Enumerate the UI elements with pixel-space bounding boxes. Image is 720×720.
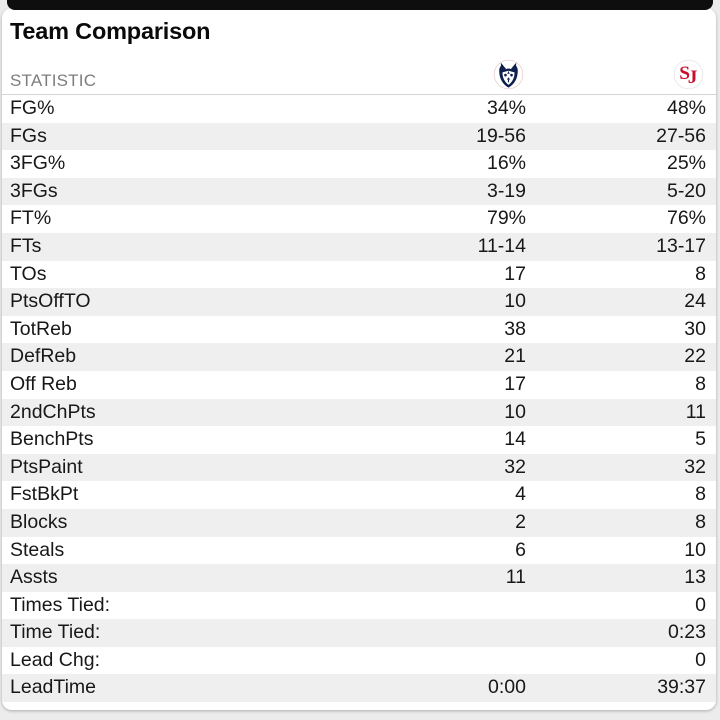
table-row: FGs 19-56 27-56 — [2, 122, 716, 151]
team2-value: 0:23 — [668, 621, 706, 644]
stat-label: Time Tied: — [10, 621, 101, 644]
team2-value: 0 — [695, 593, 706, 616]
table-row: TotReb 38 30 — [2, 316, 716, 344]
team1-value: 34% — [486, 97, 526, 119]
table-row: DefReb 21 22 — [2, 343, 716, 371]
team2-value: 11 — [685, 400, 706, 423]
stat-label: Times Tied: — [10, 593, 111, 616]
team2-value: 8 — [695, 262, 706, 285]
team2-value: 24 — [684, 290, 706, 313]
team1-value: 21 — [504, 345, 526, 368]
team2-header-cell: S J — [526, 59, 706, 90]
team1-value: 6 — [515, 538, 526, 561]
team2-value: 39:37 — [657, 676, 706, 699]
team2-value: 13-17 — [656, 234, 706, 257]
team1-value: 10 — [504, 400, 526, 423]
team2-value: 25% — [666, 152, 706, 175]
svg-text:S: S — [679, 63, 690, 84]
table-row: FG% 34% 48% — [2, 95, 716, 123]
stat-label: PtsPaint — [10, 455, 83, 478]
stat-label: Off Reb — [10, 372, 77, 395]
team1-value: 2 — [515, 510, 526, 533]
stat-label: FG% — [10, 97, 55, 119]
team1-value: 32 — [504, 455, 526, 478]
table-row: PtsOffTO 10 24 — [2, 288, 716, 316]
team1-value: 11 — [505, 566, 526, 589]
comparison-table: FG% 34% 48% FGs 19-56 27-56 3FG% 16% 25%… — [2, 95, 716, 703]
table-row: LeadTime 0:00 39:37 — [2, 674, 716, 703]
team2-value: 76% — [666, 207, 706, 230]
team2-value: 32 — [684, 455, 706, 478]
stat-label: FT% — [10, 207, 52, 230]
svg-text:J: J — [688, 67, 698, 88]
table-row: Time Tied: 0:23 — [2, 619, 716, 647]
team1-value: 38 — [504, 317, 526, 340]
table-row: 3FG% 16% 25% — [2, 150, 716, 178]
page-title: Team Comparison — [10, 18, 211, 44]
st-johns-logo: S J — [673, 59, 704, 90]
stat-label: Blocks — [10, 510, 68, 533]
stat-label: 3FG% — [10, 152, 66, 175]
stat-label: Steals — [10, 538, 65, 561]
stat-label: BenchPts — [10, 428, 94, 451]
team1-value: 3-19 — [486, 179, 526, 202]
table-header-row: STATISTIC S J — [2, 48, 716, 95]
stat-label: Assts — [10, 566, 58, 589]
stat-label: DefReb — [10, 345, 77, 368]
team1-value: 11-14 — [477, 234, 526, 257]
stat-label: TOs — [10, 262, 47, 285]
team1-value: 14 — [504, 428, 526, 451]
table-row: 3FGs 3-19 5-20 — [2, 177, 716, 206]
table-row: BenchPts 14 5 — [2, 426, 716, 454]
team1-value: 17 — [504, 372, 526, 395]
team2-value: 5-20 — [666, 179, 706, 202]
team2-value: 0 — [695, 648, 706, 671]
team1-header-cell — [396, 59, 526, 90]
table-row: TOs 17 8 — [2, 261, 716, 289]
stat-label: LeadTime — [10, 676, 96, 699]
team2-value: 8 — [695, 372, 706, 395]
statistic-column-header: STATISTIC — [10, 71, 97, 90]
team2-value: 8 — [695, 483, 706, 506]
stat-label: 3FGs — [10, 179, 58, 202]
team2-value: 13 — [684, 566, 706, 589]
stat-label: FstBkPt — [10, 483, 79, 506]
team2-value: 27-56 — [656, 124, 706, 147]
team1-value: 16% — [486, 152, 526, 175]
team1-value: 10 — [504, 290, 526, 313]
table-row: Assts 11 13 — [2, 564, 716, 592]
table-row: Off Reb 17 8 — [2, 371, 716, 399]
stat-label: PtsOffTO — [10, 290, 91, 313]
table-row: Lead Chg: 0 — [2, 647, 716, 675]
team1-value: 0:00 — [488, 676, 526, 699]
team1-value: 19-56 — [476, 124, 526, 147]
stat-label: Lead Chg: — [10, 648, 100, 671]
table-row: FstBkPt 4 8 — [2, 481, 716, 509]
table-row: FT% 79% 76% — [2, 205, 716, 233]
team2-value: 8 — [695, 510, 706, 533]
table-row: 2ndChPts 10 11 — [2, 398, 716, 427]
table-row: Times Tied: 0 — [2, 592, 716, 620]
team1-value: 17 — [504, 262, 526, 285]
table-row: PtsPaint 32 32 — [2, 453, 716, 482]
team2-value: 5 — [695, 428, 706, 451]
team-comparison-card: Team Comparison STATISTIC — [2, 8, 716, 710]
table-row: Steals 6 10 — [2, 537, 716, 565]
stat-label: FTs — [10, 234, 42, 257]
team2-value: 22 — [684, 345, 706, 368]
previous-card-bottom-bar — [7, 0, 713, 10]
team1-value: 79% — [486, 207, 526, 230]
team2-value: 48% — [666, 97, 706, 119]
stat-label: 2ndChPts — [10, 400, 96, 423]
stat-label: FGs — [10, 124, 47, 147]
team2-value: 10 — [684, 538, 706, 561]
table-row: FTs 11-14 13-17 — [2, 232, 716, 261]
stat-label: TotReb — [10, 317, 72, 340]
uconn-huskies-logo — [493, 59, 524, 90]
table-row: Blocks 2 8 — [2, 508, 716, 537]
team1-value: 4 — [515, 483, 526, 506]
team2-value: 30 — [684, 317, 706, 340]
